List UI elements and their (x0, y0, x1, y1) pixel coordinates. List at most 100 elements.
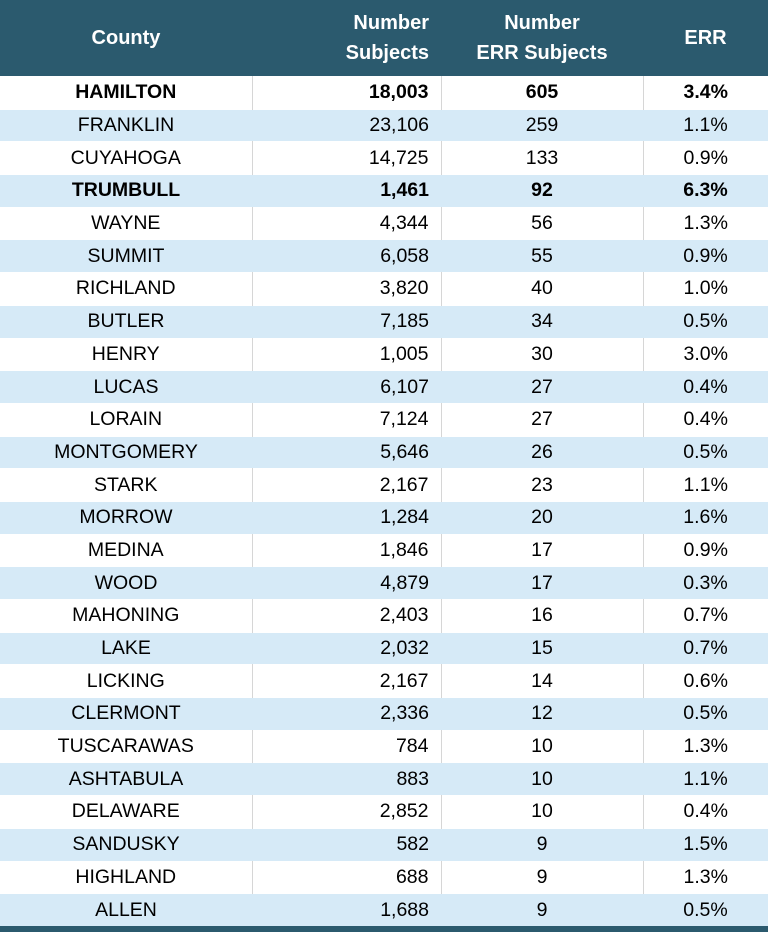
table-row: STARK 2,167 23 1.1% (0, 468, 768, 502)
column-header-err-label: ERR (684, 27, 727, 49)
county-cell: TUSCARAWAS (0, 729, 253, 763)
table-row: ALLEN 1,688 9 0.5% (0, 893, 768, 926)
number-err-subjects-cell: 17 (441, 533, 644, 567)
err-cell: 1.5% (643, 827, 768, 861)
number-subjects-cell: 1,284 (252, 500, 441, 535)
table-row: CUYAHOGA 14,725 133 0.9% (0, 141, 768, 175)
number-err-subjects-cell: 15 (441, 631, 643, 665)
table-body: HAMILTON 18,003 605 3.4% FRANKLIN 23,106 259 1.… (0, 76, 768, 926)
err-cell: 1.1% (643, 108, 768, 142)
table-row: ASHTABULA 883 10 1.1% (0, 762, 768, 796)
number-subjects-cell: 1,461 (252, 174, 441, 208)
county-cell: TRUMBULL (0, 174, 252, 208)
table-row: BUTLER 7,185 34 0.5% (0, 304, 768, 338)
number-err-subjects-cell: 26 (441, 435, 643, 469)
table-header: County Number Subjects Number ERR Subjec… (0, 0, 768, 77)
table-row: SUMMIT 6,058 55 0.9% (0, 239, 768, 273)
err-cell: 1.6% (643, 500, 768, 535)
number-subjects-cell: 3,820 (252, 272, 442, 306)
number-err-subjects-cell: 10 (441, 729, 644, 763)
county-cell: LORAIN (0, 402, 253, 437)
number-subjects-cell: 2,852 (252, 795, 442, 829)
number-subjects-cell: 2,403 (252, 599, 442, 633)
err-cell: 0.9% (643, 239, 768, 273)
err-cell: 0.3% (643, 566, 768, 600)
err-cell: 0.7% (643, 631, 768, 665)
county-cell: ASHTABULA (0, 762, 252, 796)
county-cell: CUYAHOGA (0, 141, 253, 175)
number-subjects-cell: 4,344 (252, 206, 442, 240)
table-row: FRANKLIN 23,106 259 1.1% (0, 108, 768, 142)
number-err-subjects-cell: 16 (441, 599, 644, 633)
number-err-subjects-cell: 605 (441, 76, 644, 110)
number-err-subjects-cell: 133 (441, 141, 644, 175)
number-subjects-cell: 1,005 (252, 337, 442, 371)
err-cell: 0.4% (643, 795, 768, 829)
county-cell: WOOD (0, 566, 252, 600)
number-err-subjects-cell: 23 (441, 468, 644, 502)
county-cell: HIGHLAND (0, 860, 253, 894)
table-row: LUCAS 6,107 27 0.4% (0, 370, 768, 404)
number-subjects-cell: 18,003 (252, 76, 442, 110)
err-cell: 1.1% (643, 762, 768, 796)
number-err-subjects-cell: 56 (441, 206, 644, 240)
county-cell: MONTGOMERY (0, 435, 252, 469)
number-err-subjects-cell: 27 (441, 402, 644, 437)
number-subjects-cell: 2,167 (252, 664, 442, 698)
table-row: HENRY 1,005 30 3.0% (0, 337, 768, 371)
number-subjects-cell: 5,646 (252, 435, 441, 469)
county-cell: SUMMIT (0, 239, 252, 273)
err-cell: 3.4% (643, 76, 768, 110)
err-cell: 1.3% (643, 729, 768, 763)
number-subjects-cell: 7,124 (252, 402, 442, 437)
table-row: WAYNE 4,344 56 1.3% (0, 206, 768, 240)
table-row: TUSCARAWAS 784 10 1.3% (0, 729, 768, 763)
number-err-subjects-cell: 92 (441, 174, 643, 208)
number-subjects-cell: 1,846 (252, 533, 442, 567)
header-row: County Number Subjects Number ERR Subjec… (0, 0, 768, 77)
err-cell: 1.3% (643, 206, 768, 240)
county-cell: ALLEN (0, 893, 252, 926)
number-err-subjects-cell: 259 (441, 108, 643, 142)
number-subjects-cell: 6,107 (252, 370, 441, 404)
number-subjects-cell: 7,185 (252, 304, 441, 338)
column-header-number-err-subjects-line1: Number (504, 12, 580, 34)
number-err-subjects-cell: 9 (441, 893, 643, 926)
err-cell: 0.5% (643, 697, 768, 731)
number-subjects-cell: 23,106 (252, 108, 441, 142)
number-err-subjects-cell: 34 (441, 304, 643, 338)
number-subjects-cell: 1,688 (252, 893, 441, 926)
number-err-subjects-cell: 40 (441, 272, 644, 306)
number-subjects-cell: 688 (252, 860, 442, 894)
table-row: LICKING 2,167 14 0.6% (0, 664, 768, 698)
table-row: MEDINA 1,846 17 0.9% (0, 533, 768, 567)
table-row: HAMILTON 18,003 605 3.4% (0, 76, 768, 110)
table-row: WOOD 4,879 17 0.3% (0, 566, 768, 600)
county-cell: CLERMONT (0, 697, 252, 731)
number-subjects-cell: 4,879 (252, 566, 441, 600)
county-cell: STARK (0, 468, 253, 502)
err-cell: 1.1% (643, 468, 768, 502)
table-row: LORAIN 7,124 27 0.4% (0, 402, 768, 437)
number-subjects-cell: 6,058 (252, 239, 441, 273)
county-cell: LICKING (0, 664, 253, 698)
number-err-subjects-cell: 10 (441, 795, 644, 829)
county-cell: RICHLAND (0, 272, 253, 306)
number-err-subjects-cell: 30 (441, 337, 644, 371)
err-cell: 0.4% (643, 370, 768, 404)
err-cell: 0.4% (643, 402, 768, 437)
county-cell: HENRY (0, 337, 253, 371)
column-header-number-subjects-line1: Number (353, 12, 429, 34)
table-row: MONTGOMERY 5,646 26 0.5% (0, 435, 768, 469)
number-subjects-cell: 2,032 (252, 631, 441, 665)
table-bottom-border (0, 925, 768, 932)
column-header-number-subjects-line2: Subjects (345, 42, 429, 64)
err-cell: 0.5% (643, 435, 768, 469)
table-row: HIGHLAND 688 9 1.3% (0, 860, 768, 894)
column-header-err: ERR (643, 0, 768, 77)
number-err-subjects-cell: 10 (441, 762, 643, 796)
county-cell: MORROW (0, 500, 252, 535)
county-cell: FRANKLIN (0, 108, 252, 142)
